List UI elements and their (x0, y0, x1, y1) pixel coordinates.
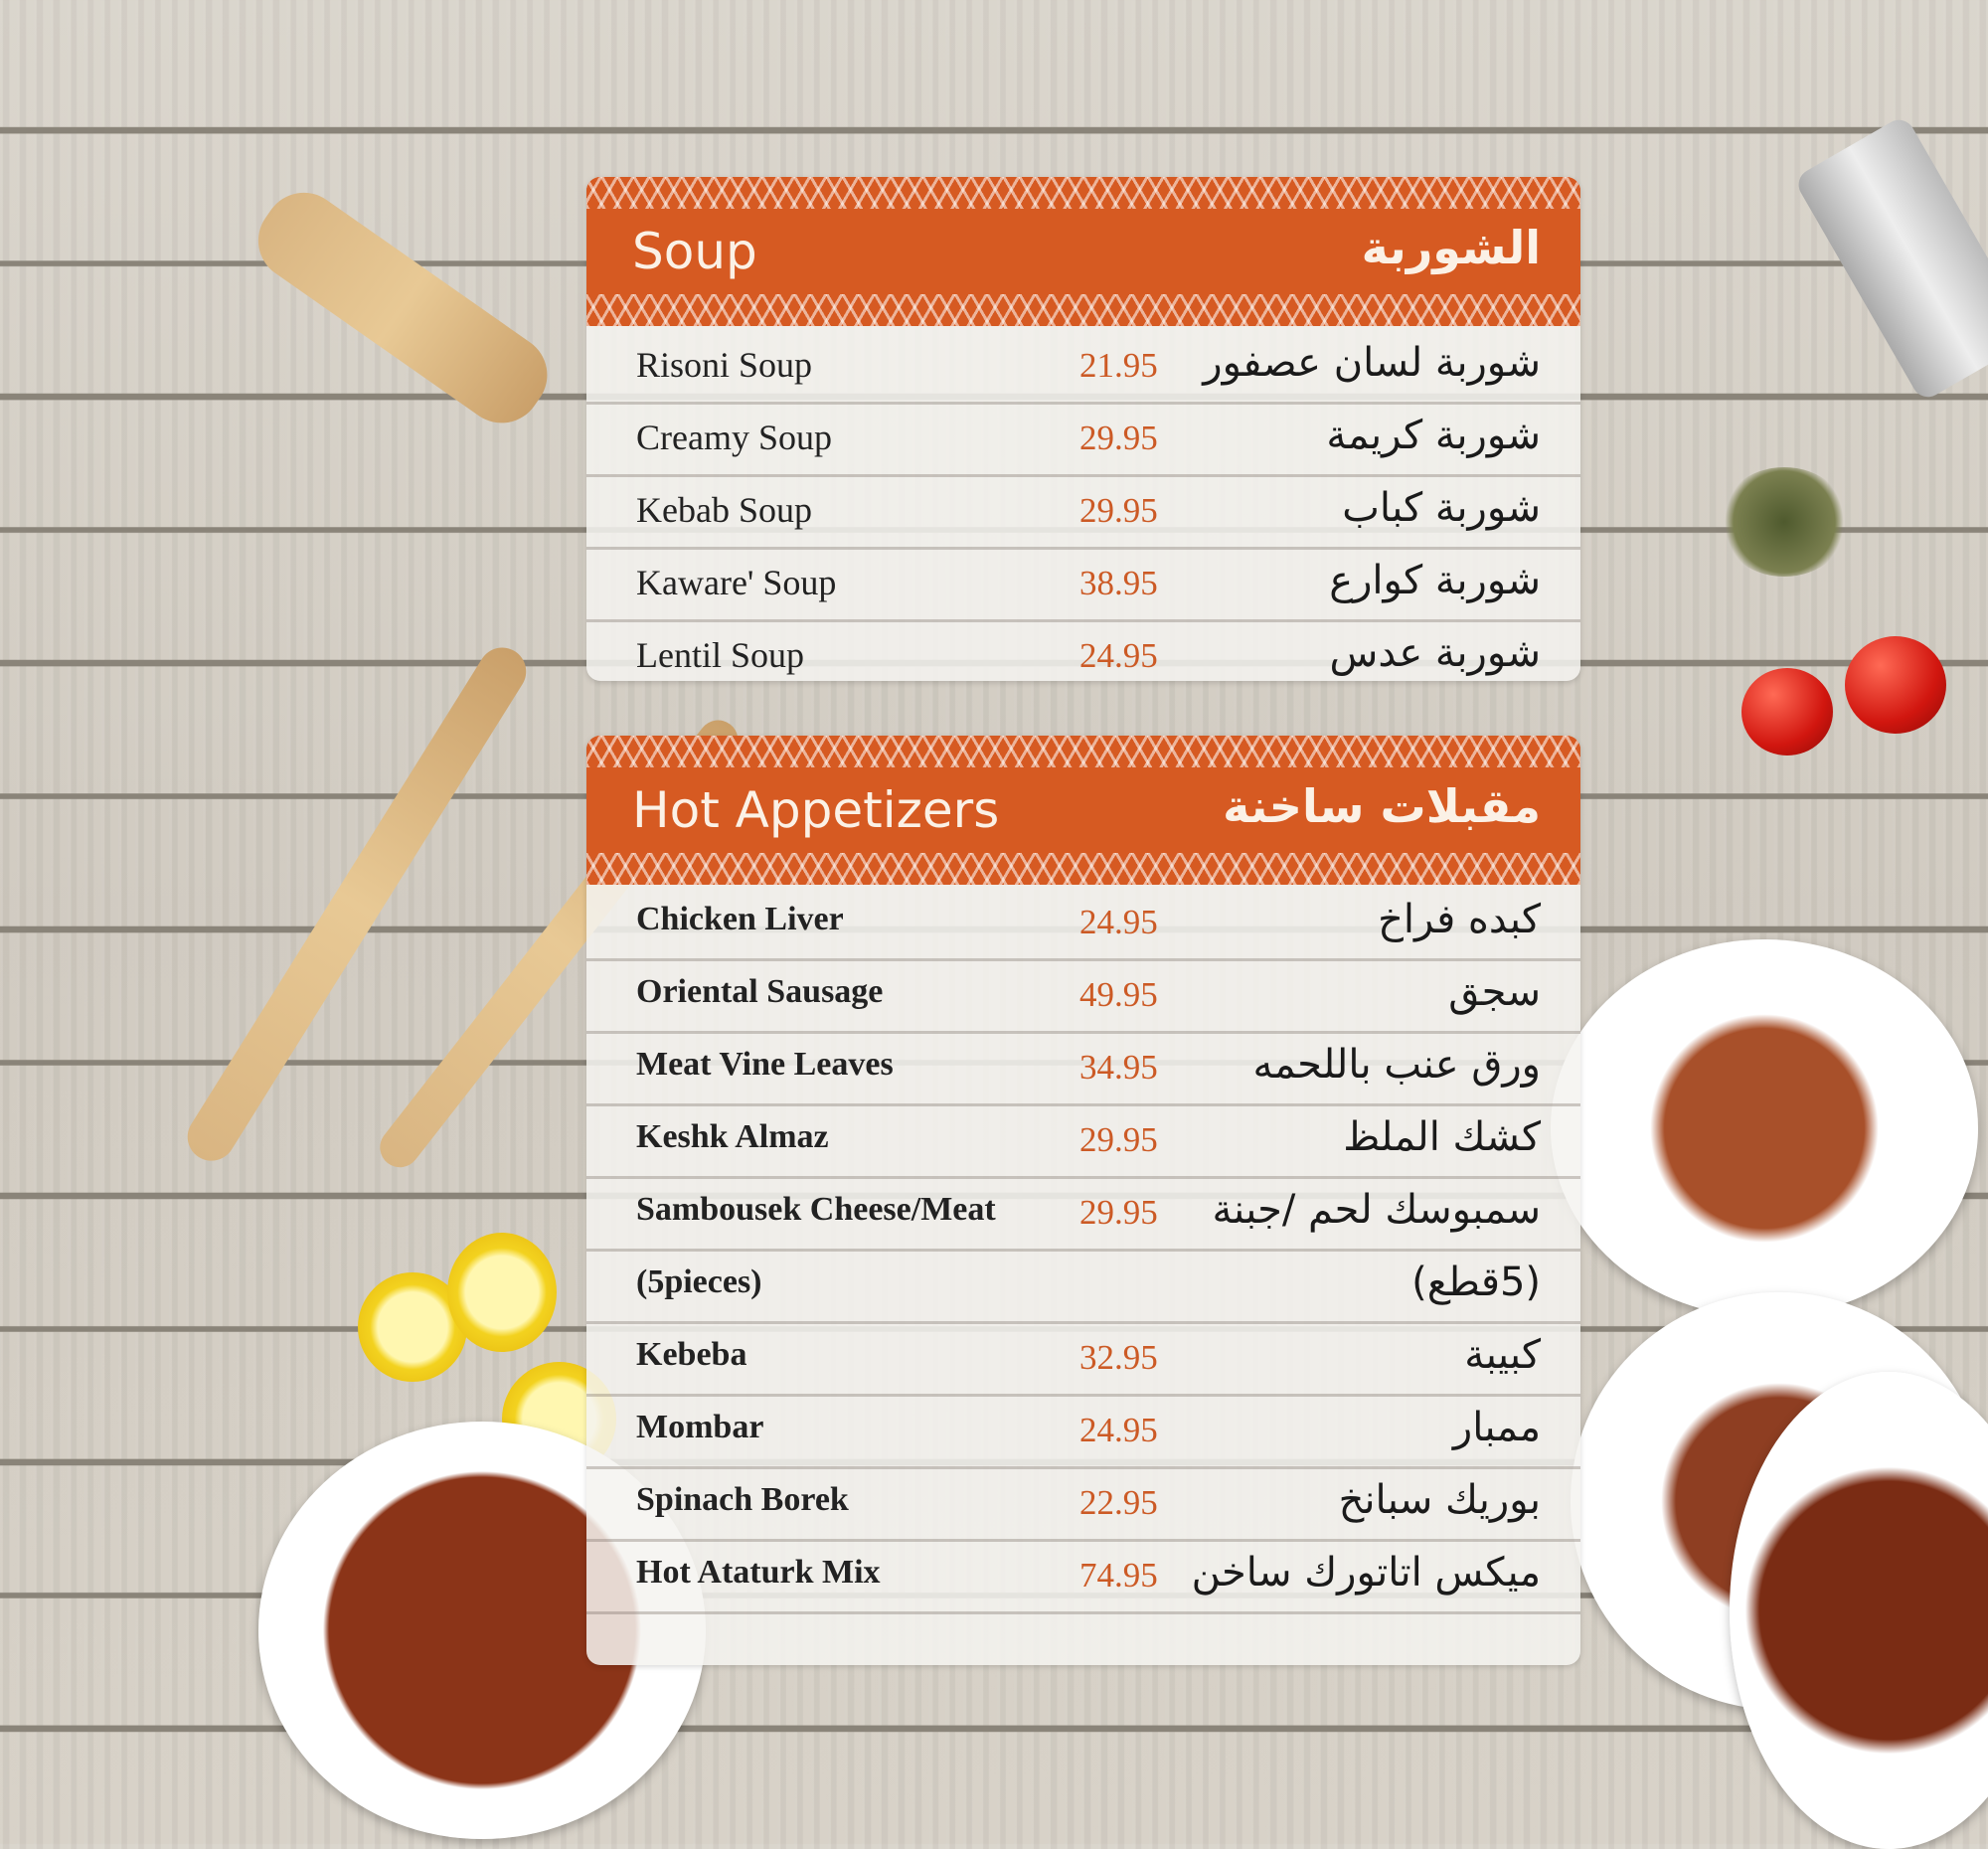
item-name-ar: كبيبة (1464, 1332, 1541, 1378)
kebba-dish-image (1551, 939, 1978, 1317)
item-price: 38.95 (1079, 564, 1158, 602)
item-price: 29.95 (1079, 419, 1158, 457)
menu-item: Chicken Liver 24.95 كبده فراخ (586, 889, 1580, 961)
item-name: Meat Vine Leaves (636, 1046, 894, 1083)
tomato-image (1741, 668, 1833, 756)
menu-item: Kebab Soup 29.95 شوربة كباب (586, 477, 1580, 550)
item-name: (5pieces) (636, 1263, 762, 1300)
item-name: Lentil Soup (636, 635, 804, 675)
menu-item: Kebeba 32.95 كبيبة (586, 1324, 1580, 1397)
item-name: Spinach Borek (636, 1481, 849, 1518)
menu-item: Sambousek Cheese/Meat 29.95 سمبوسك لحم /جب… (586, 1179, 1580, 1252)
soup-header: Soup الشوربة (586, 177, 1580, 326)
hot-title-ar: مقبلات ساخنة (1223, 779, 1541, 833)
item-price: 24.95 (1079, 1411, 1158, 1449)
item-name-ar: ميكس اتاتورك ساخن (1191, 1550, 1541, 1596)
item-name: Oriental Sausage (636, 973, 884, 1010)
wooden-spatula-image (178, 638, 536, 1170)
soup-section: Soup الشوربة Risoni Soup 21.95 شوربة لسان … (586, 177, 1580, 681)
menu-item: (5pieces) (5قطع) (586, 1252, 1580, 1324)
item-price: 24.95 (1079, 636, 1158, 675)
menu-item: Spinach Borek 22.95 بوريك سبانخ (586, 1469, 1580, 1542)
item-name: Chicken Liver (636, 901, 844, 937)
salt-shaker-image (1792, 113, 1988, 404)
item-name: Kebab Soup (636, 490, 812, 530)
herbs-image (1720, 467, 1849, 577)
stew-dish-image (1730, 1372, 1988, 1849)
soup-title-en: Soup (632, 223, 757, 280)
menu-item: Kaware' Soup 38.95 شوربة كوارع (586, 550, 1580, 622)
menu-item: Keshk Almaz 29.95 كشك الملظ (586, 1106, 1580, 1179)
item-name: Creamy Soup (636, 418, 832, 457)
header-pattern (586, 736, 1580, 767)
item-name: Risoni Soup (636, 345, 813, 385)
wooden-scoop-image (243, 177, 564, 439)
item-name: Kebeba (636, 1336, 747, 1373)
header-pattern (586, 177, 1580, 209)
item-price: 74.95 (1079, 1556, 1158, 1595)
lemon-image (447, 1233, 557, 1352)
hot-title-en: Hot Appetizers (632, 781, 1000, 839)
menu-item: Meat Vine Leaves 34.95 ورق عنب باللحمه (586, 1034, 1580, 1106)
soup-title-ar: الشوربة (1361, 221, 1541, 274)
menu-item: Creamy Soup 29.95 شوربة كريمة (586, 405, 1580, 477)
item-name-ar: سمبوسك لحم /جبنة (1212, 1187, 1541, 1233)
item-name-ar: كبده فراخ (1378, 897, 1541, 942)
header-pattern (586, 853, 1580, 885)
menu-item: Mombar 24.95 ممبار (586, 1397, 1580, 1469)
item-name: Kaware' Soup (636, 563, 837, 602)
item-price: 21.95 (1079, 346, 1158, 385)
item-name-ar: بوريك سبانخ (1338, 1477, 1541, 1523)
header-pattern (586, 294, 1580, 326)
menu-item: Oriental Sausage 49.95 سجق (586, 961, 1580, 1034)
item-name-ar: شوربة عدس (1329, 630, 1541, 676)
tomato-image (1845, 636, 1946, 734)
hot-appetizers-section: Hot Appetizers مقبلات ساخنة Chicken Live… (586, 736, 1580, 1665)
item-price: 29.95 (1079, 1193, 1158, 1232)
item-name-ar: (5قطع) (1411, 1260, 1541, 1305)
item-name-ar: شوربة لسان عصفور (1203, 340, 1541, 386)
item-name: Hot Ataturk Mix (636, 1554, 881, 1591)
item-name-ar: شوربة كوارع (1329, 558, 1541, 603)
item-name: Keshk Almaz (636, 1118, 829, 1155)
item-name-ar: كشك الملظ (1343, 1114, 1541, 1160)
menu-item: Risoni Soup 21.95 شوربة لسان عصفور (586, 332, 1580, 405)
item-name: Sambousek Cheese/Meat (636, 1191, 996, 1228)
item-price: 22.95 (1079, 1483, 1158, 1522)
item-price: 24.95 (1079, 903, 1158, 941)
item-name: Mombar (636, 1409, 764, 1445)
item-price: 34.95 (1079, 1048, 1158, 1087)
item-name-ar: سجق (1448, 969, 1541, 1015)
item-name-ar: شوربة كريمة (1326, 413, 1541, 458)
hot-appetizers-header: Hot Appetizers مقبلات ساخنة (586, 736, 1580, 885)
item-price: 29.95 (1079, 491, 1158, 530)
menu-item: Hot Ataturk Mix 74.95 ميكس اتاتورك ساخن (586, 1542, 1580, 1614)
item-price: 49.95 (1079, 975, 1158, 1014)
item-name-ar: شوربة كباب (1342, 485, 1541, 531)
item-name-ar: ممبار (1452, 1405, 1541, 1450)
item-price: 29.95 (1079, 1120, 1158, 1159)
menu-item: Lentil Soup 24.95 شوربة عدس (586, 622, 1580, 681)
item-price: 32.95 (1079, 1338, 1158, 1377)
item-name-ar: ورق عنب باللحمه (1252, 1042, 1541, 1088)
